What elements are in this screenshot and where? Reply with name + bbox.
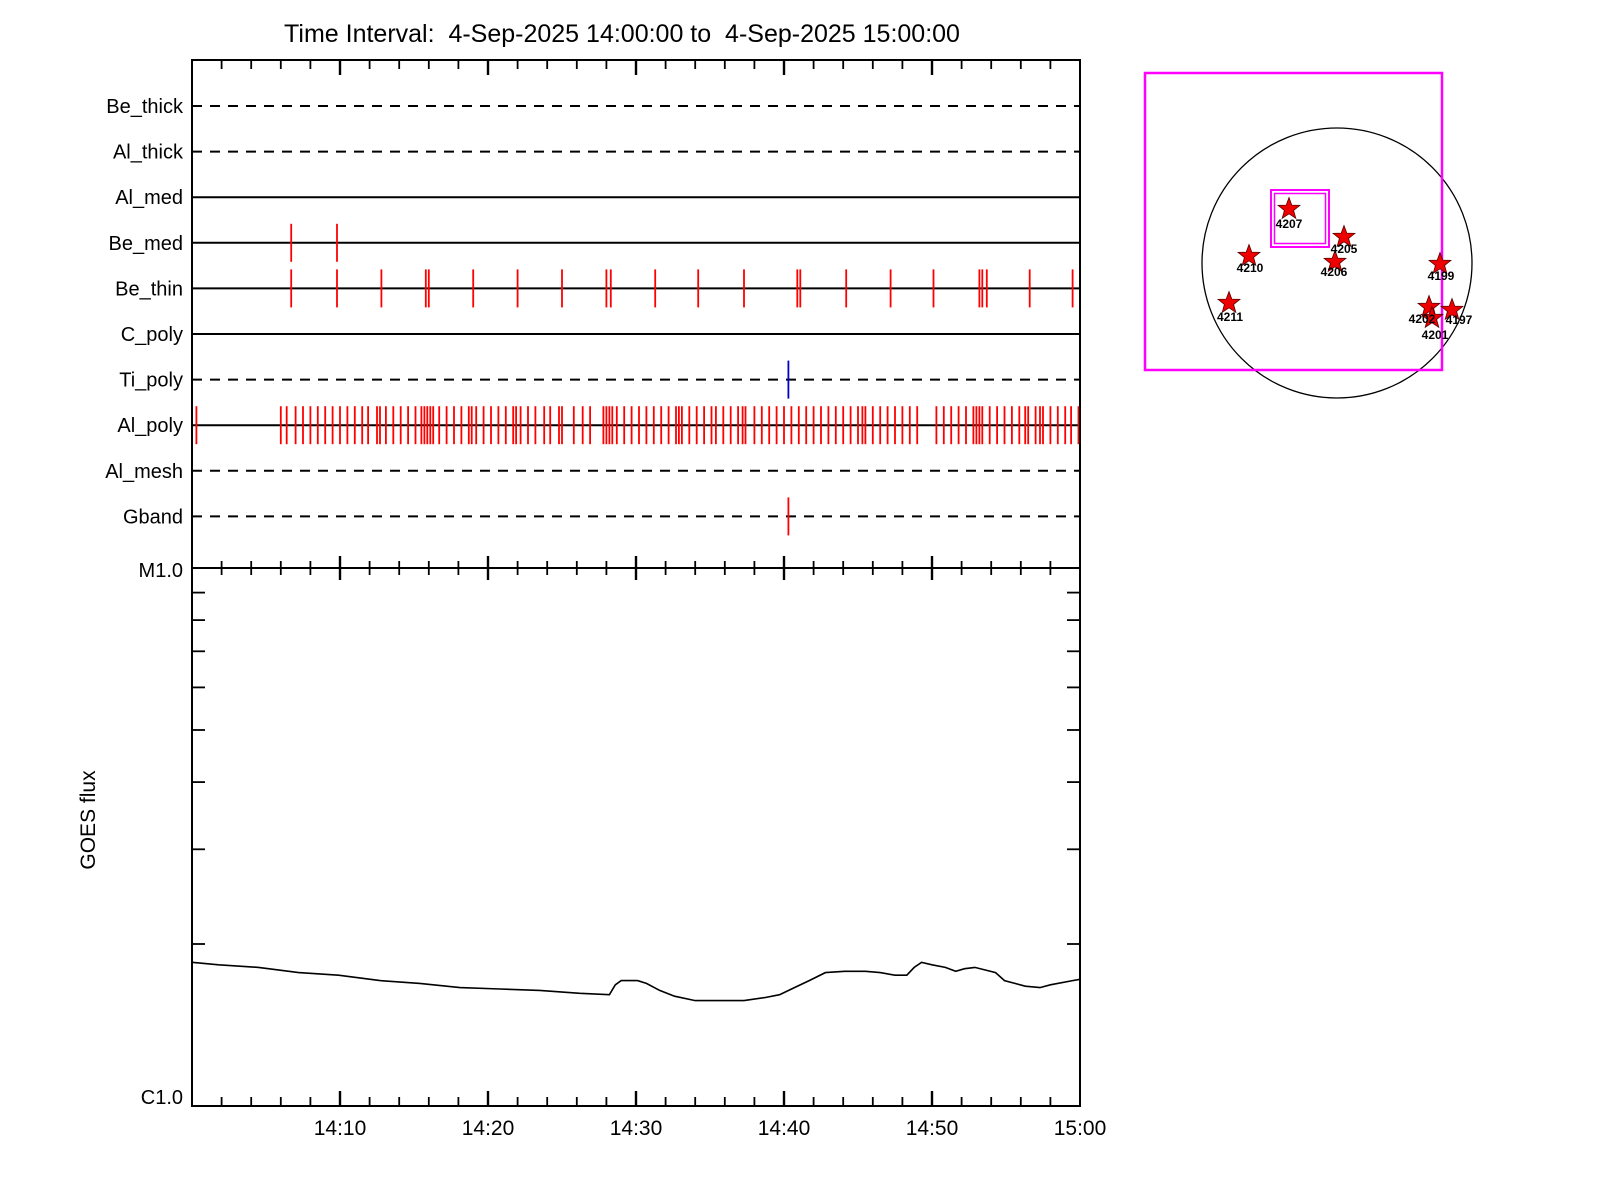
solar-limb-circle	[1201, 127, 1473, 399]
filter-row-label-C_poly: C_poly	[121, 324, 183, 346]
target-region-box-outer	[1270, 189, 1330, 248]
filter-row-label-Be_thick: Be_thick	[106, 96, 184, 118]
active-region-star-4199	[1428, 251, 1452, 275]
y-axis-min-label: C1.0	[141, 1087, 183, 1109]
target-region-box-inner	[1273, 192, 1327, 245]
filter-row-label-Al_med: Al_med	[115, 187, 183, 209]
filter-row-label-Be_med: Be_med	[109, 233, 184, 255]
active-region-star-4207	[1277, 196, 1301, 220]
active-region-label-4199: 4199	[1428, 269, 1455, 283]
active-region-star-4205	[1332, 224, 1356, 248]
filter-row-label-Al_poly: Al_poly	[117, 415, 183, 437]
x-tick-label: 14:30	[610, 1117, 663, 1140]
filter-timeline-panel-border	[191, 59, 1081, 569]
y-axis-max-label: M1.0	[139, 560, 183, 582]
active-region-label-4206: 4206	[1321, 265, 1348, 279]
active-region-label-4210: 4210	[1237, 261, 1264, 275]
active-region-label-4211: 4211	[1217, 310, 1243, 324]
active-region-label-4197: 4197	[1446, 313, 1473, 327]
generated-chart-content: Be_thick Al_thick Al_med Be_med Be_thin C_pol…	[105, 71, 1473, 1140]
active-region-star-4197	[1440, 297, 1464, 321]
x-tick-label: 14:40	[758, 1117, 811, 1140]
filter-row-label-Ti_poly: Ti_poly	[119, 370, 183, 392]
filter-row-label-Gband: Gband	[123, 506, 183, 528]
fov-box	[1143, 71, 1444, 372]
filter-row-label-Al_thick: Al_thick	[113, 142, 184, 164]
active-region-star-4211	[1217, 290, 1241, 314]
goes-flux-axis-label: GOES flux	[77, 770, 100, 870]
goes-flux-curve	[191, 961, 1081, 1002]
x-tick-label: 14:20	[462, 1117, 515, 1140]
x-tick-label: 14:50	[906, 1117, 959, 1140]
goes-flux-panel-border	[191, 567, 1081, 1107]
active-region-star-4201	[1420, 305, 1444, 329]
filter-row-label-Be_thin: Be_thin	[115, 278, 183, 300]
active-region-label-4205: 4205	[1331, 242, 1358, 256]
active-region-star-4210	[1237, 243, 1261, 267]
active-region-star-4206	[1323, 249, 1347, 273]
active-region-label-4201: 4201	[1422, 328, 1449, 342]
x-tick-label: 15:00	[1054, 1117, 1107, 1140]
x-tick-label: 14:10	[314, 1117, 367, 1140]
active-region-label-4207: 4207	[1276, 217, 1303, 231]
chart-title: Time Interval: 4-Sep-2025 14:00:00 to 4-…	[284, 20, 960, 48]
active-region-label-4202: 4202	[1409, 312, 1436, 326]
filter-row-label-Al_mesh: Al_mesh	[105, 461, 183, 483]
generated-axis-ticks	[220, 61, 1052, 1105]
active-region-star-4202	[1417, 294, 1441, 318]
